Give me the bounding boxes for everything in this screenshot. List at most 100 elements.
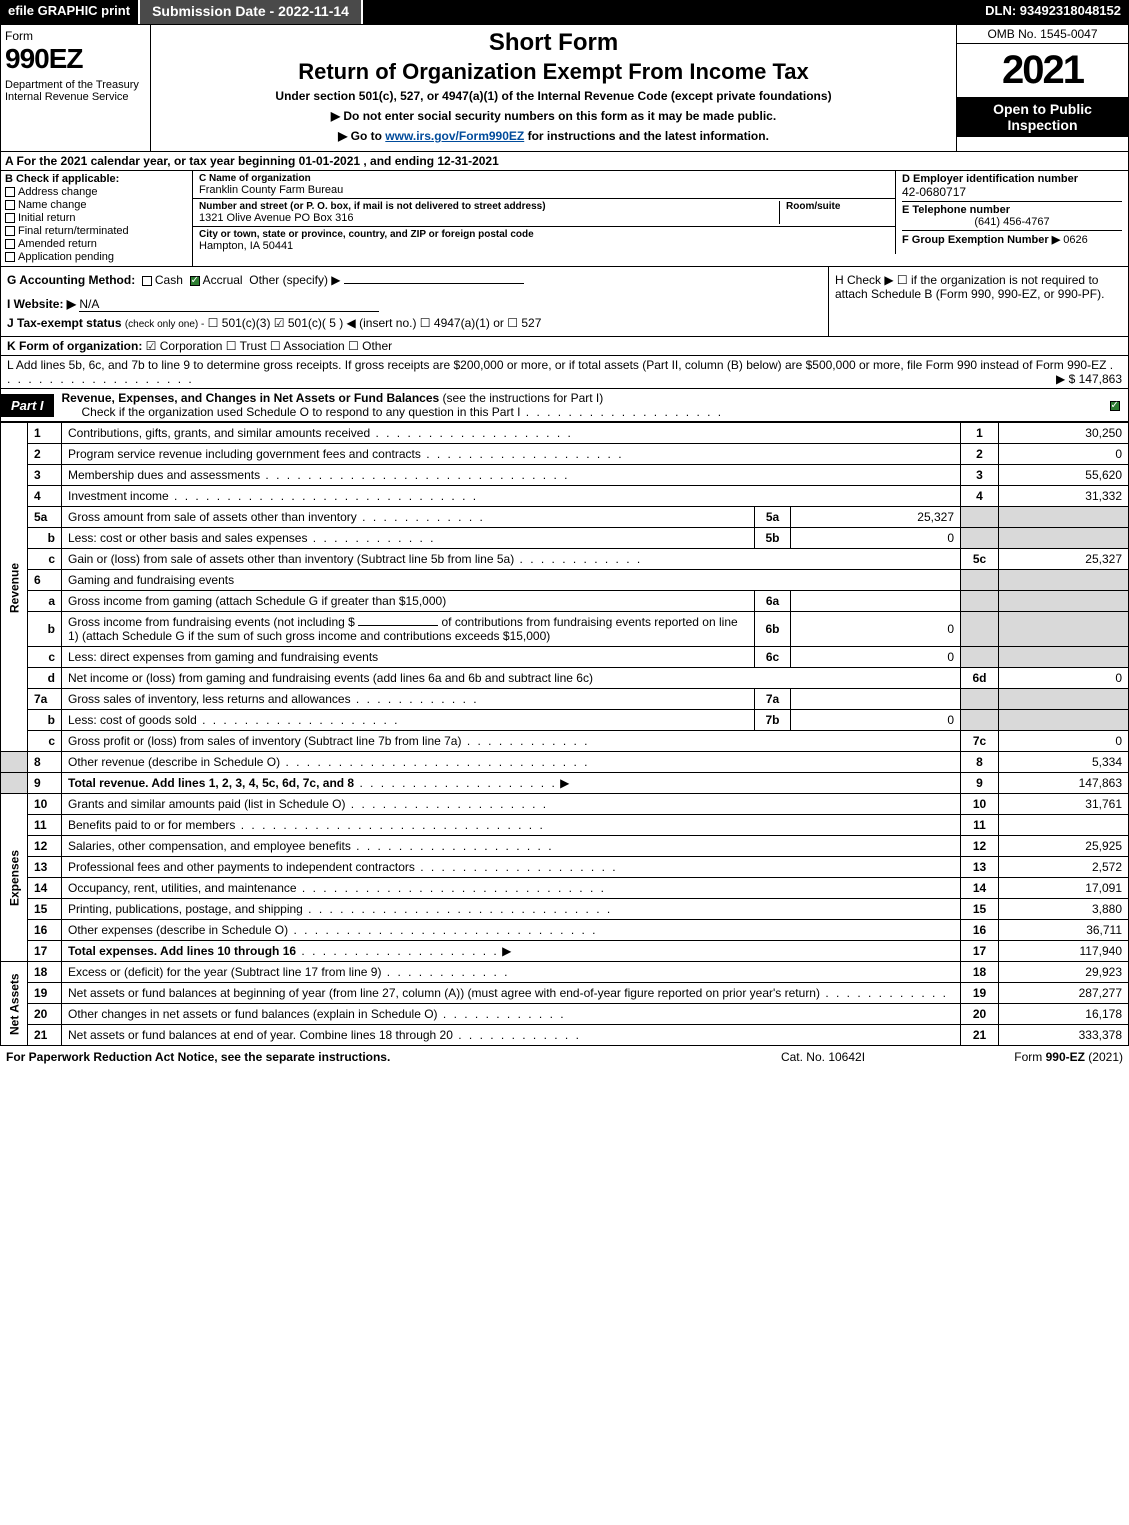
chk-address-change-label: Address change [18, 186, 98, 198]
row-c: C Name of organization Franklin County F… [193, 171, 1128, 254]
row-14: 14 Occupancy, rent, utilities, and maint… [1, 878, 1129, 899]
num-11: 11 [961, 815, 999, 836]
instruction-ssn: ▶ Do not enter social security numbers o… [159, 109, 948, 123]
row-18: Net Assets 18 Excess or (deficit) for th… [1, 962, 1129, 983]
chk-accrual[interactable] [190, 276, 200, 286]
desc-20: Other changes in net assets or fund bala… [62, 1004, 961, 1025]
chk-final-return[interactable]: Final return/terminated [5, 225, 188, 237]
chk-application-pending-label: Application pending [18, 251, 114, 263]
footer-catalog: Cat. No. 10642I [723, 1050, 923, 1064]
ln-10: 10 [28, 794, 62, 815]
phone-value: (641) 456-4767 [902, 216, 1122, 228]
ilbl-7b: 7b [755, 710, 791, 731]
footer-right-pre: Form [1014, 1050, 1045, 1064]
amt-12: 25,925 [999, 836, 1129, 857]
org-street-row: Number and street (or P. O. box, if mail… [193, 199, 895, 227]
form-word: Form [5, 29, 146, 43]
k-label: K Form of organization: [7, 339, 142, 353]
footer-left: For Paperwork Reduction Act Notice, see … [6, 1050, 723, 1064]
page-footer: For Paperwork Reduction Act Notice, see … [0, 1046, 1129, 1068]
submission-date-label: Submission Date - 2022-11-14 [138, 0, 363, 24]
other-specify-label: Other (specify) ▶ [249, 273, 340, 287]
ln-7c: c [28, 731, 62, 752]
amt-21: 333,378 [999, 1025, 1129, 1046]
amt-18: 29,923 [999, 962, 1129, 983]
num-8: 8 [961, 752, 999, 773]
phone-label: E Telephone number [902, 204, 1122, 216]
num-20: 20 [961, 1004, 999, 1025]
org-city-row: City or town, state or province, country… [193, 227, 895, 254]
shade-6c-amt [999, 647, 1129, 668]
amt-13: 2,572 [999, 857, 1129, 878]
amt-17: 117,940 [999, 941, 1129, 962]
b-label: B Check if applicable: [5, 173, 188, 185]
ln-7b: b [28, 710, 62, 731]
shade-5a-num [961, 507, 999, 528]
ilbl-5b: 5b [755, 528, 791, 549]
ival-5a: 25,327 [791, 507, 961, 528]
efile-print-label[interactable]: efile GRAPHIC print [0, 0, 138, 24]
chk-amended-return-label: Amended return [18, 238, 97, 250]
amt-19: 287,277 [999, 983, 1129, 1004]
street-label: Number and street (or P. O. box, if mail… [199, 201, 779, 212]
amt-15: 3,880 [999, 899, 1129, 920]
part-i-checkbox[interactable] [1110, 401, 1120, 411]
group-value: 0626 [1063, 234, 1087, 246]
row-5a: 5a Gross amount from sale of assets othe… [1, 507, 1129, 528]
row-15: 15 Printing, publications, postage, and … [1, 899, 1129, 920]
num-17: 17 [961, 941, 999, 962]
row-6d: d Net income or (loss) from gaming and f… [1, 668, 1129, 689]
tax-year: 2021 [957, 44, 1128, 97]
chk-amended-return[interactable]: Amended return [5, 238, 188, 250]
desc-6: Gaming and fundraising events [62, 570, 961, 591]
dln-label: DLN: 93492318048152 [977, 0, 1129, 24]
row-13: 13 Professional fees and other payments … [1, 857, 1129, 878]
amt-5c: 25,327 [999, 549, 1129, 570]
shade-6-num [961, 570, 999, 591]
part-i-title-bold: Revenue, Expenses, and Changes in Net As… [62, 391, 440, 405]
form-number: 990EZ [5, 43, 146, 75]
form-subtitle: Under section 501(c), 527, or 4947(a)(1)… [159, 89, 948, 103]
ln-15: 15 [28, 899, 62, 920]
row-9: 9 Total revenue. Add lines 1, 2, 3, 4, 5… [1, 773, 1129, 794]
chk-address-change[interactable]: Address change [5, 186, 188, 198]
ln-19: 19 [28, 983, 62, 1004]
amt-9: 147,863 [999, 773, 1129, 794]
street-value: 1321 Olive Avenue PO Box 316 [199, 212, 779, 224]
chk-initial-return[interactable]: Initial return [5, 212, 188, 224]
instr2-pre: ▶ Go to [338, 129, 385, 143]
amt-14: 17,091 [999, 878, 1129, 899]
top-bar: efile GRAPHIC print Submission Date - 20… [0, 0, 1129, 24]
6b-amount-input[interactable] [358, 625, 438, 626]
desc-18: Excess or (deficit) for the year (Subtra… [62, 962, 961, 983]
chk-final-return-label: Final return/terminated [18, 225, 129, 237]
l-gross-receipts: L Add lines 5b, 6c, and 7b to line 9 to … [0, 356, 1129, 389]
shade-6b-num [961, 612, 999, 647]
accrual-label: Accrual [203, 273, 243, 287]
chk-name-change[interactable]: Name change [5, 199, 188, 211]
ln-5a: 5a [28, 507, 62, 528]
row-2: 2 Program service revenue including gove… [1, 444, 1129, 465]
desc-6a: Gross income from gaming (attach Schedul… [62, 591, 755, 612]
shade-7a-num [961, 689, 999, 710]
footer-right: Form 990-EZ (2021) [923, 1050, 1123, 1064]
num-7c: 7c [961, 731, 999, 752]
chk-name-change-label: Name change [18, 199, 87, 211]
row-4: 4 Investment income 4 31,332 [1, 486, 1129, 507]
ln-6d: d [28, 668, 62, 689]
desc-10: Grants and similar amounts paid (list in… [62, 794, 961, 815]
row-7a: 7a Gross sales of inventory, less return… [1, 689, 1129, 710]
num-16: 16 [961, 920, 999, 941]
section-b-through-f: B Check if applicable: Address change Na… [0, 171, 1129, 267]
desc-1: Contributions, gifts, grants, and simila… [62, 423, 961, 444]
chk-application-pending[interactable]: Application pending [5, 251, 188, 263]
ln-18: 18 [28, 962, 62, 983]
ln-1: 1 [28, 423, 62, 444]
num-14: 14 [961, 878, 999, 899]
other-specify-input[interactable] [344, 283, 524, 284]
group-exemption-row: F Group Exemption Number ▶ 0626 [902, 230, 1122, 246]
irs-link[interactable]: www.irs.gov/Form990EZ [385, 129, 524, 143]
city-label: City or town, state or province, country… [199, 229, 889, 240]
part-i-tab: Part I [1, 394, 54, 417]
chk-cash[interactable] [142, 276, 152, 286]
